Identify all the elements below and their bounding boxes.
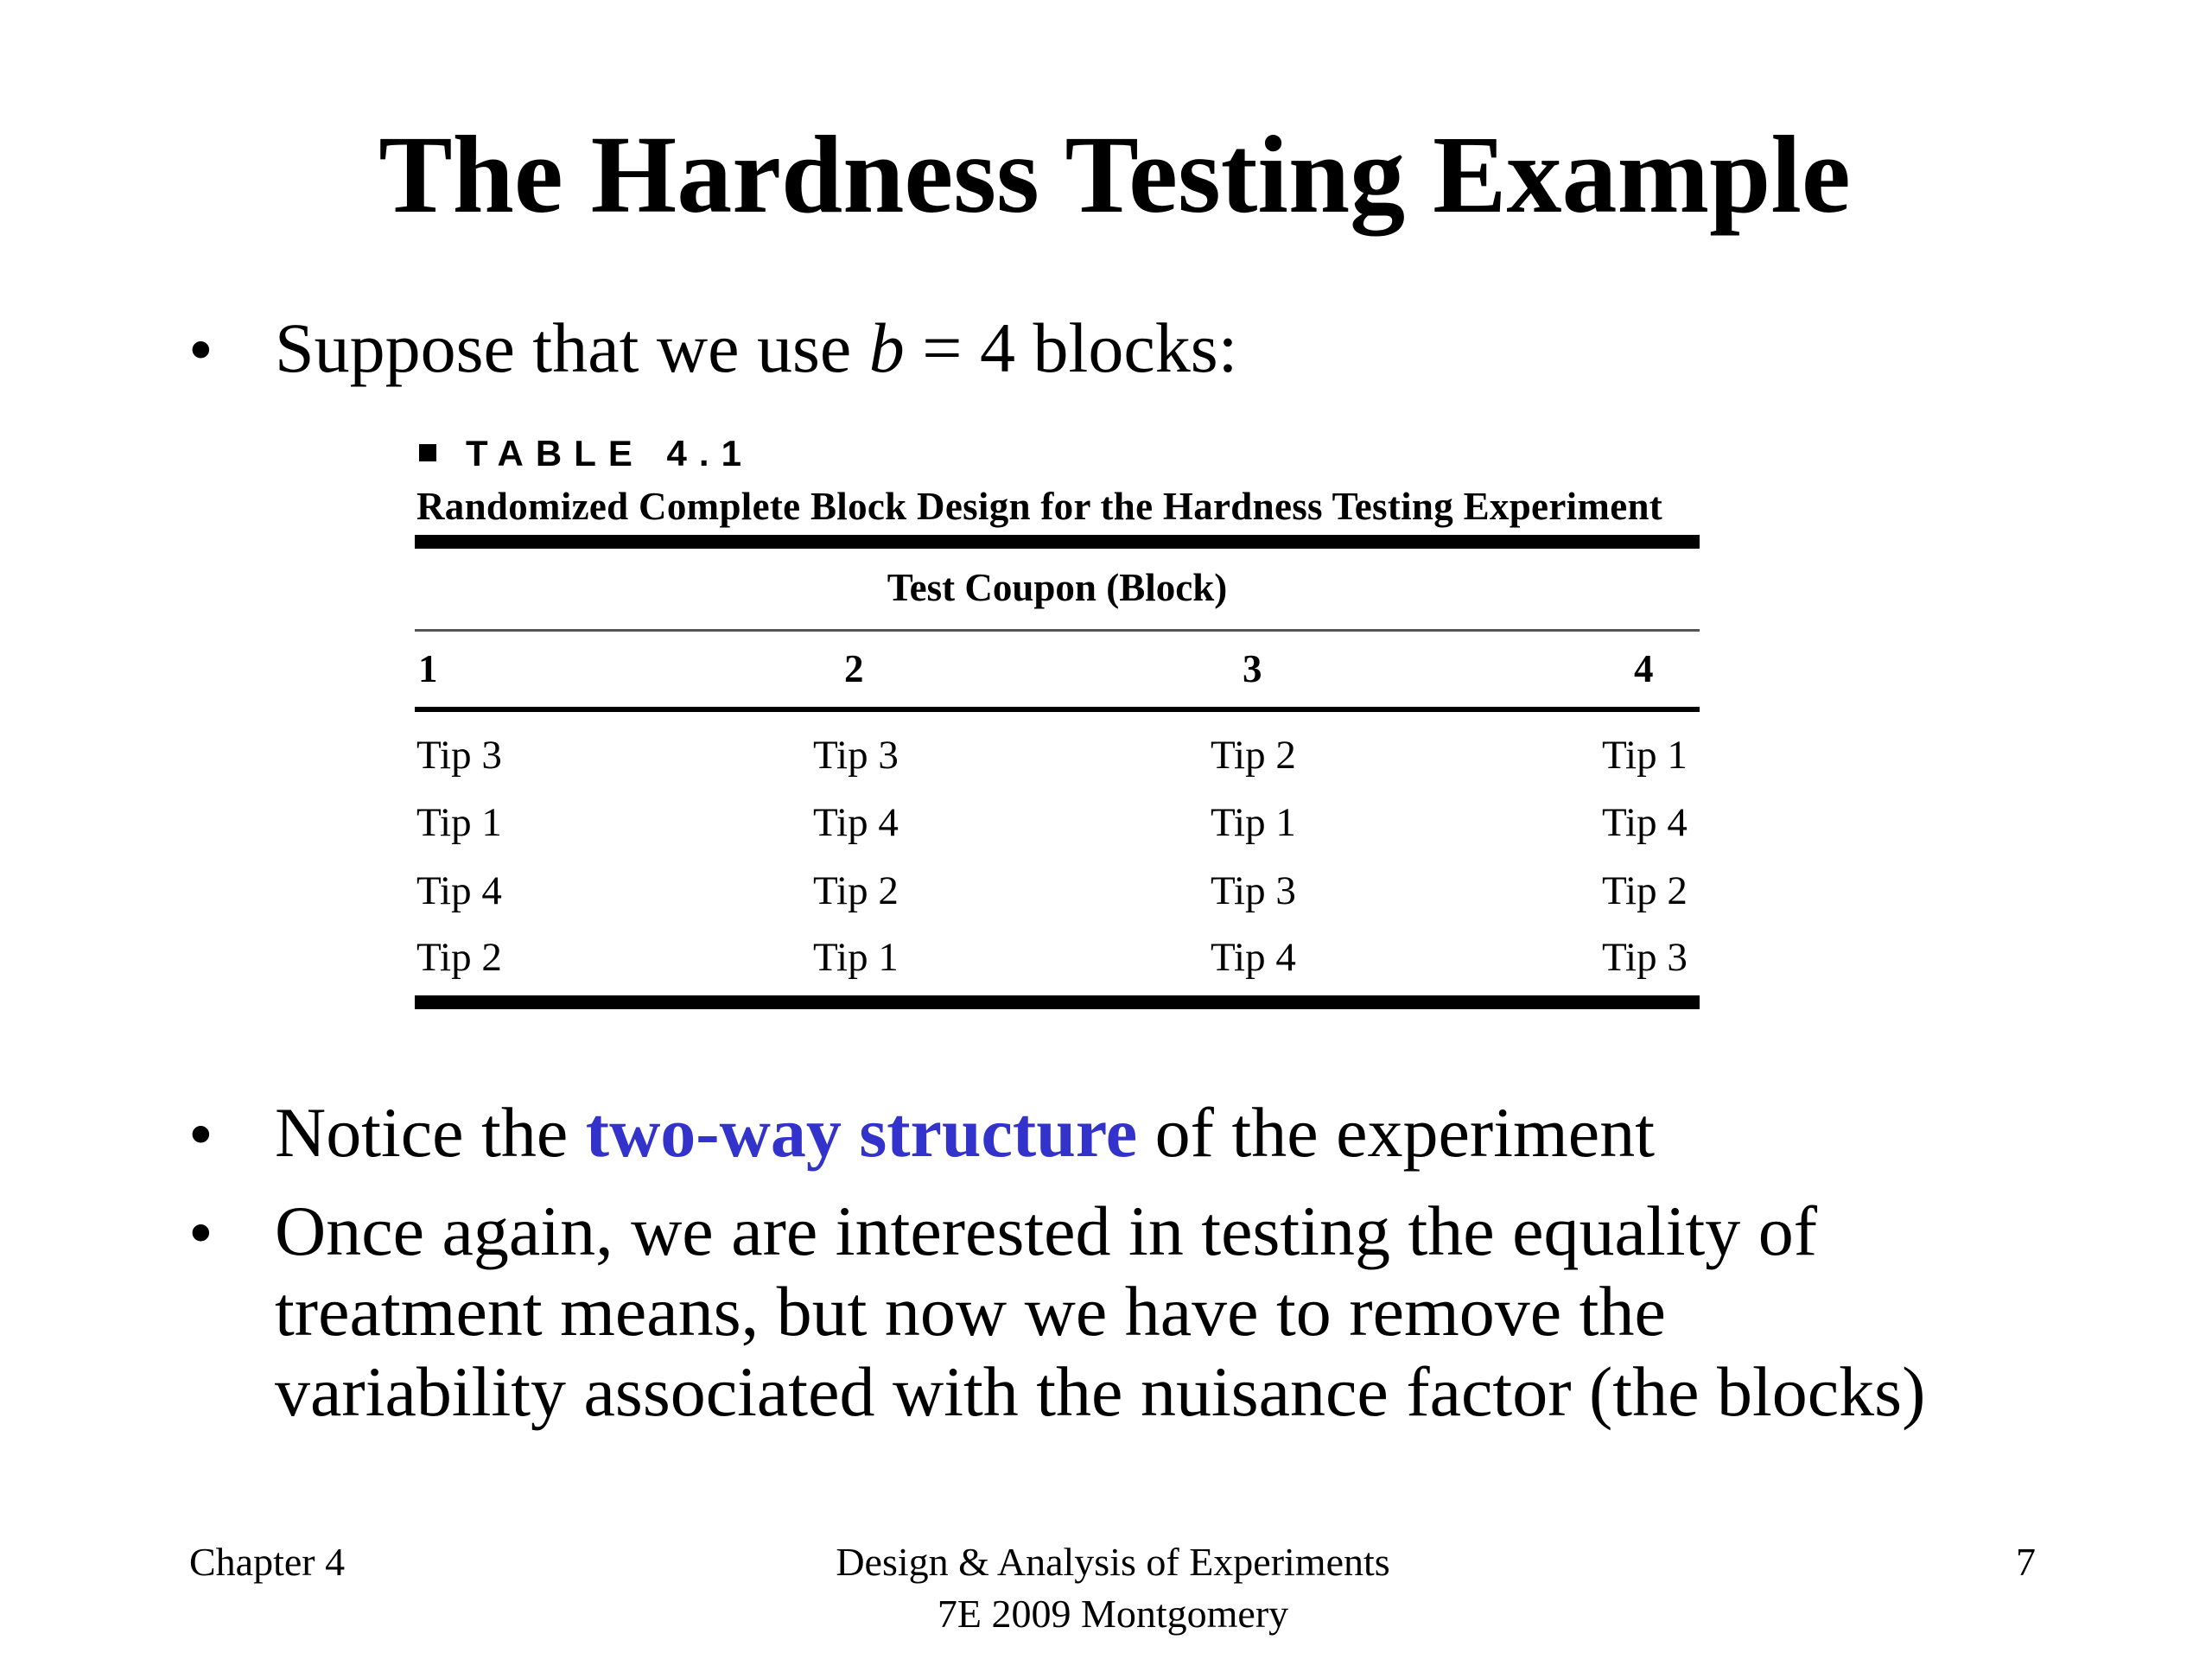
- table-group-header: Test Coupon (Block): [887, 566, 1228, 609]
- bullet-line: treatment means, but now we have to remo…: [275, 1272, 1666, 1351]
- table-cell: Tip 1: [813, 935, 899, 980]
- bullet-blocks: Suppose that we use b = 4 blocks:: [275, 313, 1237, 384]
- table-cell: Tip 3: [416, 733, 502, 778]
- variable-b: b: [868, 308, 905, 387]
- table-caption: Randomized Complete Block Design for the…: [416, 485, 1663, 528]
- footer-chapter: Chapter 4: [189, 1540, 346, 1584]
- table-top-rule: [415, 535, 1700, 549]
- bullet-text: of the experiment: [1137, 1093, 1655, 1172]
- table-cell: Tip 4: [813, 800, 899, 845]
- bullet-text: = 4 blocks:: [904, 308, 1238, 387]
- table-bottom-rule: [415, 995, 1700, 1009]
- bullet-line: variability associated with the nuisance…: [275, 1352, 1926, 1431]
- table-cell: Tip 2: [813, 868, 899, 913]
- table-cell: Tip 3: [813, 733, 899, 778]
- table-cell: Tip 2: [1211, 733, 1296, 778]
- column-header-2: 2: [844, 647, 864, 690]
- table-cell: Tip 2: [416, 935, 502, 980]
- column-header-4: 4: [1634, 647, 1654, 690]
- bullet-text: Suppose that we use: [275, 308, 869, 387]
- square-icon: [419, 443, 436, 461]
- footer-book-title: Design & Analysis of Experiments: [836, 1540, 1390, 1584]
- table-label-text: TABLE 4.1: [466, 433, 753, 474]
- column-header-1: 1: [418, 647, 438, 690]
- table-cell: Tip 4: [1602, 800, 1688, 845]
- bullet-icon: •: [188, 1193, 213, 1272]
- table-cell: Tip 1: [1211, 800, 1296, 845]
- bullet-line: Once again, we are interested in testing…: [275, 1192, 1818, 1270]
- footer-book-edition: 7E 2009 Montgomery: [937, 1592, 1289, 1636]
- table-header-rule: [415, 707, 1700, 712]
- bullet-icon: •: [188, 1095, 213, 1173]
- table-cell: Tip 1: [1602, 733, 1688, 778]
- column-header-3: 3: [1243, 647, 1262, 690]
- bullet-two-way: Notice the two-way structure of the expe…: [275, 1097, 1655, 1168]
- bullet-icon: •: [188, 310, 213, 389]
- table-cell: Tip 2: [1602, 868, 1688, 913]
- table-cell: Tip 4: [416, 868, 502, 913]
- table-thin-rule: [415, 629, 1700, 632]
- table-cell: Tip 1: [416, 800, 502, 845]
- table-label: TABLE 4.1: [419, 435, 753, 472]
- table-cell: Tip 3: [1602, 935, 1688, 980]
- table-cell: Tip 4: [1211, 935, 1296, 980]
- slide-title: The Hardness Testing Example: [378, 113, 1851, 236]
- table-cell: Tip 3: [1211, 868, 1296, 913]
- page-number: 7: [2016, 1540, 2036, 1584]
- bullet-text: Notice the: [275, 1093, 586, 1172]
- emphasis-text: two-way structure: [585, 1093, 1138, 1172]
